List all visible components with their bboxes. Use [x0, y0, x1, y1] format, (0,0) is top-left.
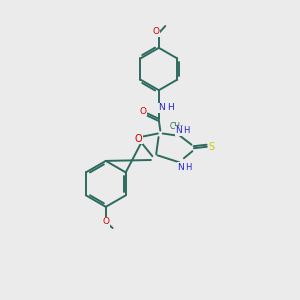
Text: N: N: [158, 103, 165, 112]
Text: H: H: [185, 163, 191, 172]
Text: O: O: [102, 217, 109, 226]
Text: O: O: [134, 134, 142, 144]
Text: O: O: [153, 27, 160, 36]
Text: CH₃: CH₃: [169, 122, 184, 130]
Text: N: N: [175, 126, 182, 135]
Text: H: H: [183, 126, 189, 135]
Text: S: S: [208, 142, 214, 152]
Text: H: H: [167, 103, 173, 112]
Text: N: N: [178, 163, 184, 172]
Text: O: O: [140, 107, 147, 116]
